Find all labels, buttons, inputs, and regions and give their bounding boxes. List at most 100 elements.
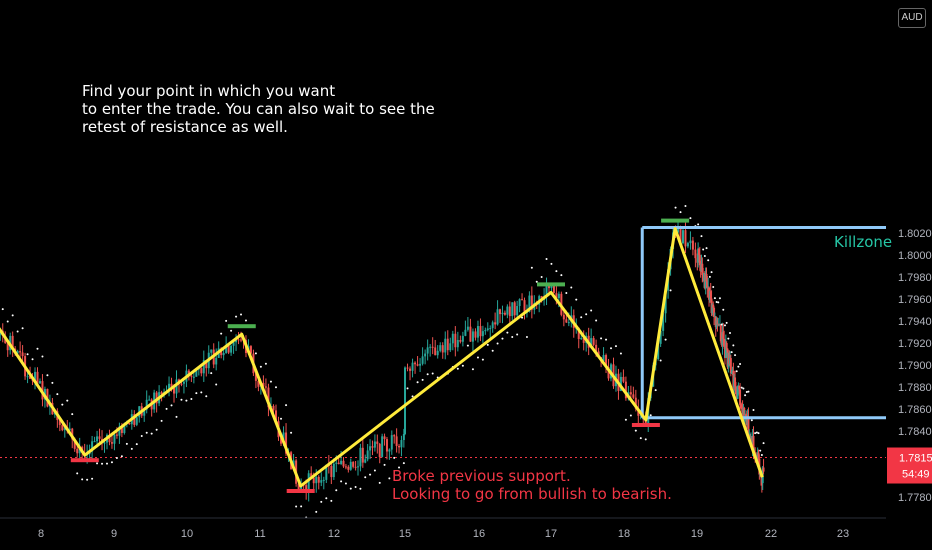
candle-body: [390, 435, 393, 450]
candle-body: [471, 331, 474, 342]
sar-dot: [530, 266, 533, 269]
zigzag-polyline[interactable]: [0, 227, 764, 488]
time-axis[interactable]: 8 9 10 11 12 15 16 17 18 19 22 23: [0, 517, 886, 540]
candle-body: [632, 394, 635, 398]
sar-dot: [570, 286, 573, 289]
sar-dot: [190, 397, 193, 400]
sar-dot: [634, 429, 637, 432]
sar-dot: [555, 270, 558, 273]
candle-body: [58, 419, 61, 425]
candle-body: [757, 452, 760, 459]
sar-dot: [6, 320, 9, 323]
sar-dot: [300, 505, 303, 508]
candle-body: [736, 386, 739, 399]
candle-body: [337, 462, 340, 464]
sar-dot: [720, 323, 723, 326]
sar-dot: [421, 378, 424, 381]
sar-dot: [81, 478, 84, 481]
candle-body: [729, 358, 732, 374]
sar-dot: [757, 432, 760, 435]
candle-body: [496, 309, 499, 325]
sar-dot: [614, 345, 617, 348]
killzone-rectangle[interactable]: [640, 226, 886, 420]
candle-body: [240, 339, 243, 341]
candle-body: [701, 263, 704, 275]
candle-body: [562, 314, 565, 320]
candle-body: [404, 367, 406, 434]
candle-body: [366, 450, 369, 460]
candle-body: [235, 339, 238, 343]
candle-body: [393, 435, 396, 437]
sar-dot: [66, 399, 69, 402]
sar-dot: [565, 291, 568, 294]
sar-dot: [426, 373, 429, 376]
support-break-note: Broke previous support. Looking to go fr…: [392, 467, 672, 503]
sar-dot: [11, 314, 14, 317]
sar-dot: [101, 462, 104, 465]
candle-body: [469, 326, 472, 342]
sar-dot: [713, 297, 716, 300]
time-tick-label: 10: [181, 528, 193, 540]
sar-dot: [734, 354, 737, 357]
price-tick-label: 1.79400: [898, 316, 932, 328]
candle-body: [96, 436, 99, 442]
candle-body: [36, 371, 39, 384]
candle-body: [730, 372, 733, 374]
sar-dot: [431, 372, 434, 375]
sar-dot: [745, 390, 748, 393]
candle-body: [103, 442, 106, 444]
candle-body: [582, 338, 585, 343]
candle-body: [491, 322, 494, 329]
candle-body: [330, 465, 333, 478]
sar-dot: [76, 472, 79, 475]
candle-body: [513, 302, 516, 316]
sar-dot: [595, 319, 598, 322]
sar-dot: [285, 404, 288, 407]
sar-dot: [71, 413, 74, 416]
candle-body: [381, 436, 384, 457]
candle-body: [547, 285, 550, 289]
sar-dot: [560, 274, 563, 277]
candle-body: [317, 476, 320, 483]
swing-high-marker: [661, 218, 690, 223]
candle-body: [657, 343, 660, 360]
candle-body: [461, 335, 464, 342]
candle-body: [11, 335, 14, 349]
candle-body: [662, 313, 665, 331]
sar-dot: [649, 414, 652, 417]
currency-badge[interactable]: AUD: [898, 8, 926, 28]
candle-body: [709, 291, 712, 299]
sar-dot: [344, 482, 347, 485]
candle-body: [190, 375, 193, 377]
sar-dot: [610, 347, 613, 350]
sar-dot: [359, 487, 362, 490]
candle-body: [446, 338, 449, 351]
candle-body: [320, 480, 323, 483]
zigzag-line[interactable]: [0, 227, 764, 488]
candle-body: [91, 441, 94, 452]
candle-body: [215, 357, 218, 365]
candle-body: [752, 435, 755, 453]
candle-body: [743, 407, 746, 422]
candle-body: [307, 473, 310, 493]
candle-body: [352, 461, 355, 467]
sar-dot: [26, 353, 29, 356]
candle-body: [466, 326, 469, 330]
sar-dot: [664, 338, 667, 341]
price-axis[interactable]: 1.80200 1.80000 1.79800 1.79600 1.79400 1.792…: [887, 228, 932, 504]
candle-body: [409, 368, 412, 371]
candle-body: [713, 307, 716, 317]
candle-body: [577, 327, 580, 339]
current-price-label: 1.78159: [899, 453, 932, 465]
candle-body: [684, 230, 687, 247]
sar-dot: [31, 358, 34, 361]
sar-dot: [96, 462, 99, 465]
candle-body: [315, 476, 318, 484]
candle-body: [237, 339, 240, 341]
candle-body: [464, 329, 467, 336]
sar-dot: [545, 258, 548, 261]
candle-body: [180, 383, 183, 385]
sar-dot: [269, 380, 272, 383]
candle-body: [272, 405, 275, 411]
